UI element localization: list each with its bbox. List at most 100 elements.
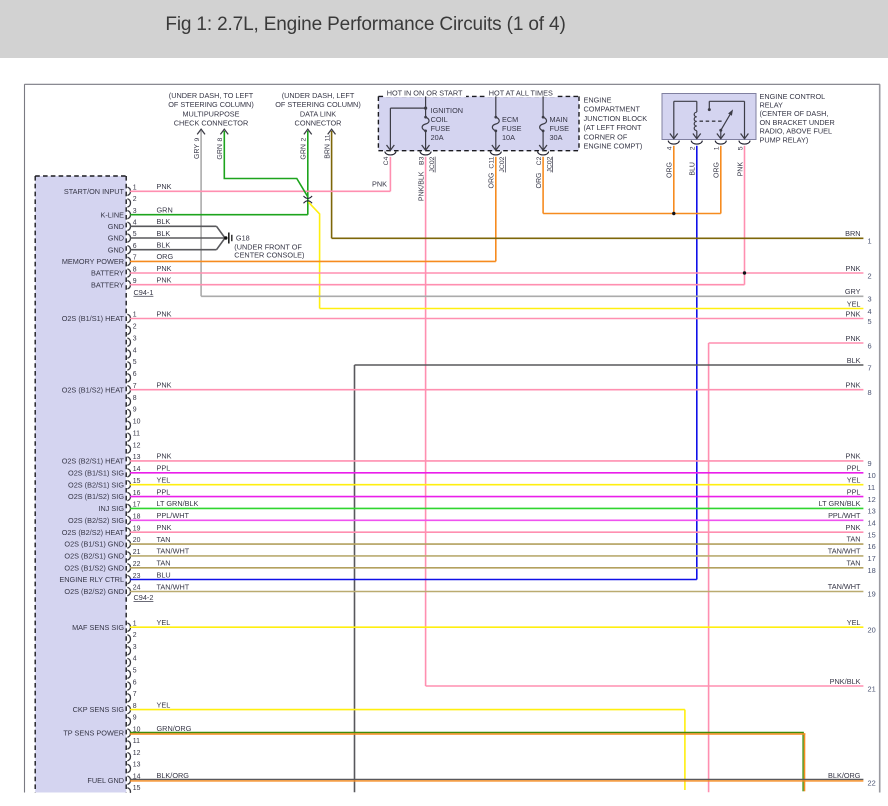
svg-text:1: 1 <box>868 237 872 246</box>
svg-text:9: 9 <box>133 407 137 414</box>
svg-text:PNK: PNK <box>845 309 860 318</box>
svg-text:3: 3 <box>133 208 137 215</box>
svg-text:PNK: PNK <box>845 334 860 343</box>
svg-text:7: 7 <box>133 255 137 262</box>
svg-text:3: 3 <box>133 644 137 651</box>
svg-text:12: 12 <box>133 442 141 449</box>
svg-text:6: 6 <box>868 341 872 350</box>
svg-text:4: 4 <box>868 307 872 316</box>
svg-text:TAN/WHT: TAN/WHT <box>157 547 190 556</box>
svg-text:BLK: BLK <box>157 229 171 238</box>
svg-text:COIL: COIL <box>431 115 448 124</box>
svg-text:BATTERY: BATTERY <box>91 269 124 278</box>
svg-text:PNK: PNK <box>845 523 860 532</box>
svg-text:ORG: ORG <box>714 162 721 178</box>
svg-text:GRN/ORG: GRN/ORG <box>157 724 192 733</box>
svg-text:PNK: PNK <box>845 452 860 461</box>
svg-text:16: 16 <box>133 490 141 497</box>
svg-text:1: 1 <box>133 185 137 192</box>
svg-text:O2S (B2/S1) SIG: O2S (B2/S1) SIG <box>68 480 124 489</box>
svg-text:4: 4 <box>667 146 674 150</box>
svg-text:1: 1 <box>133 312 137 319</box>
svg-text:7: 7 <box>133 383 137 390</box>
svg-text:START/ON INPUT: START/ON INPUT <box>64 187 125 196</box>
svg-text:PPL: PPL <box>157 464 171 473</box>
svg-text:ENGINE CONTROL: ENGINE CONTROL <box>760 92 826 101</box>
svg-text:RADIO, ABOVE FUEL: RADIO, ABOVE FUEL <box>760 127 833 136</box>
svg-text:20A: 20A <box>431 133 444 142</box>
svg-text:4: 4 <box>133 347 137 354</box>
svg-text:C2: C2 <box>536 156 543 165</box>
svg-text:FUEL GND: FUEL GND <box>87 776 124 785</box>
svg-text:11: 11 <box>133 738 140 745</box>
svg-text:IGNITION: IGNITION <box>431 106 463 115</box>
svg-text:MAF SENS SIG: MAF SENS SIG <box>72 623 124 632</box>
svg-text:9: 9 <box>868 459 872 468</box>
svg-text:(UNDER DASH, LEFT: (UNDER DASH, LEFT <box>282 91 355 100</box>
svg-text:YEL: YEL <box>157 618 171 627</box>
svg-text:(UNDER DASH, TO LEFT: (UNDER DASH, TO LEFT <box>169 91 254 100</box>
svg-text:17: 17 <box>868 554 876 563</box>
svg-text:O2S (B2/S2) GND: O2S (B2/S2) GND <box>64 587 124 596</box>
svg-text:GRN: GRN <box>301 144 308 160</box>
svg-text:BLK: BLK <box>847 356 861 365</box>
svg-text:2: 2 <box>868 271 872 280</box>
svg-text:23: 23 <box>133 573 141 580</box>
svg-text:GRY: GRY <box>845 287 861 296</box>
svg-text:PNK/BLK: PNK/BLK <box>830 677 861 686</box>
svg-text:PNK: PNK <box>737 162 744 177</box>
svg-text:PNK: PNK <box>157 452 172 461</box>
svg-text:30A: 30A <box>550 133 563 142</box>
svg-text:2: 2 <box>301 138 308 142</box>
svg-text:16: 16 <box>868 542 876 551</box>
svg-text:TAN/WHT: TAN/WHT <box>828 582 861 591</box>
svg-text:10: 10 <box>133 726 141 733</box>
svg-text:O2S (B2/S2) SIG: O2S (B2/S2) SIG <box>68 516 124 525</box>
svg-text:ORG: ORG <box>489 173 496 189</box>
svg-text:2: 2 <box>690 146 697 150</box>
svg-text:BLU: BLU <box>157 570 171 579</box>
svg-text:4: 4 <box>133 220 137 227</box>
svg-text:YEL: YEL <box>847 299 861 308</box>
svg-text:24: 24 <box>133 585 141 592</box>
svg-text:13: 13 <box>133 762 141 769</box>
svg-text:22: 22 <box>133 561 141 568</box>
svg-text:ON BRACKET UNDER: ON BRACKET UNDER <box>760 118 835 127</box>
svg-text:YEL: YEL <box>157 700 171 709</box>
svg-text:10: 10 <box>133 419 141 426</box>
svg-text:PNK/BLK: PNK/BLK <box>418 171 425 201</box>
svg-text:21: 21 <box>868 684 876 693</box>
svg-text:O2S (B1/S2) SIG: O2S (B1/S2) SIG <box>68 492 124 501</box>
svg-text:(CENTER OF DASH,: (CENTER OF DASH, <box>760 109 829 118</box>
svg-text:ORG: ORG <box>536 173 543 189</box>
svg-text:RELAY: RELAY <box>760 101 784 110</box>
svg-text:TAN: TAN <box>846 558 860 567</box>
svg-text:PPL/WHT: PPL/WHT <box>828 511 861 520</box>
svg-text:TAN: TAN <box>157 559 171 568</box>
svg-text:11: 11 <box>324 134 331 141</box>
svg-text:14: 14 <box>133 466 141 473</box>
svg-text:ENGINE: ENGINE <box>584 96 612 105</box>
svg-text:6: 6 <box>133 243 137 250</box>
svg-text:BLU: BLU <box>690 162 697 176</box>
svg-text:O2S (B1/S1) GND: O2S (B1/S1) GND <box>64 540 124 549</box>
svg-text:ECM: ECM <box>502 115 518 124</box>
svg-text:12: 12 <box>868 495 876 504</box>
svg-text:20: 20 <box>868 626 876 635</box>
svg-text:(UNDER FRONT OF: (UNDER FRONT OF <box>234 242 302 251</box>
svg-text:O2S (B1/S2) HEAT: O2S (B1/S2) HEAT <box>62 385 125 394</box>
svg-text:8: 8 <box>133 266 137 273</box>
svg-text:13: 13 <box>868 507 876 516</box>
svg-text:TAN/WHT: TAN/WHT <box>157 582 190 591</box>
svg-text:2: 2 <box>133 196 137 203</box>
svg-text:17: 17 <box>133 502 141 509</box>
svg-text:14: 14 <box>868 519 876 528</box>
svg-text:9: 9 <box>133 278 137 285</box>
svg-text:TAN: TAN <box>846 535 860 544</box>
svg-text:JUNCTION BLOCK: JUNCTION BLOCK <box>584 114 648 123</box>
svg-text:5: 5 <box>133 667 137 674</box>
svg-text:LT GRN/BLK: LT GRN/BLK <box>819 499 861 508</box>
svg-text:1: 1 <box>133 620 137 627</box>
svg-text:MULTIPURPOSE: MULTIPURPOSE <box>182 109 239 118</box>
svg-text:PPL: PPL <box>847 487 861 496</box>
